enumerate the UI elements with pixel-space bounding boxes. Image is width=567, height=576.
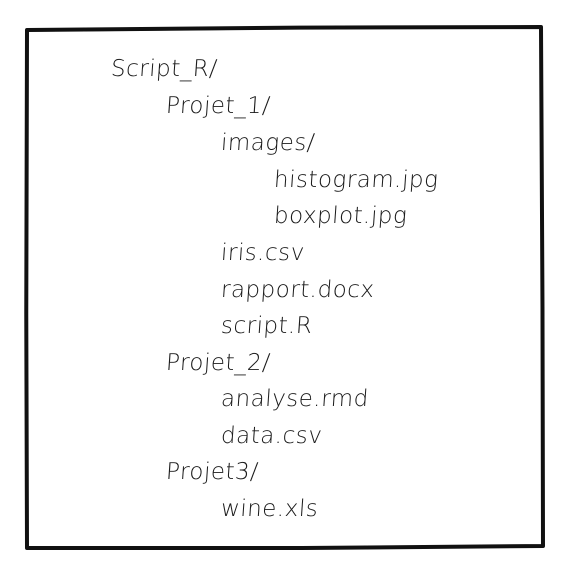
folder-projet3: Projet3/ <box>165 459 260 485</box>
file-script-r: script.R <box>220 313 314 339</box>
folder-projet-2: Projet_2/ <box>165 350 272 376</box>
file-rapport-docx: rapport.docx <box>220 277 376 303</box>
file-data-csv: data.csv <box>220 423 324 449</box>
folder-script-r: Script_R/ <box>110 56 219 82</box>
folder-projet-1: Projet_1/ <box>165 93 272 119</box>
folder-images: images/ <box>220 130 316 156</box>
file-histogram: histogram.jpg <box>273 167 440 193</box>
file-wine-xls: wine.xls <box>220 496 320 522</box>
file-boxplot: boxplot.jpg <box>273 203 409 229</box>
file-analyse-rmd: analyse.rmd <box>220 386 370 412</box>
file-iris-csv: iris.csv <box>220 240 306 266</box>
